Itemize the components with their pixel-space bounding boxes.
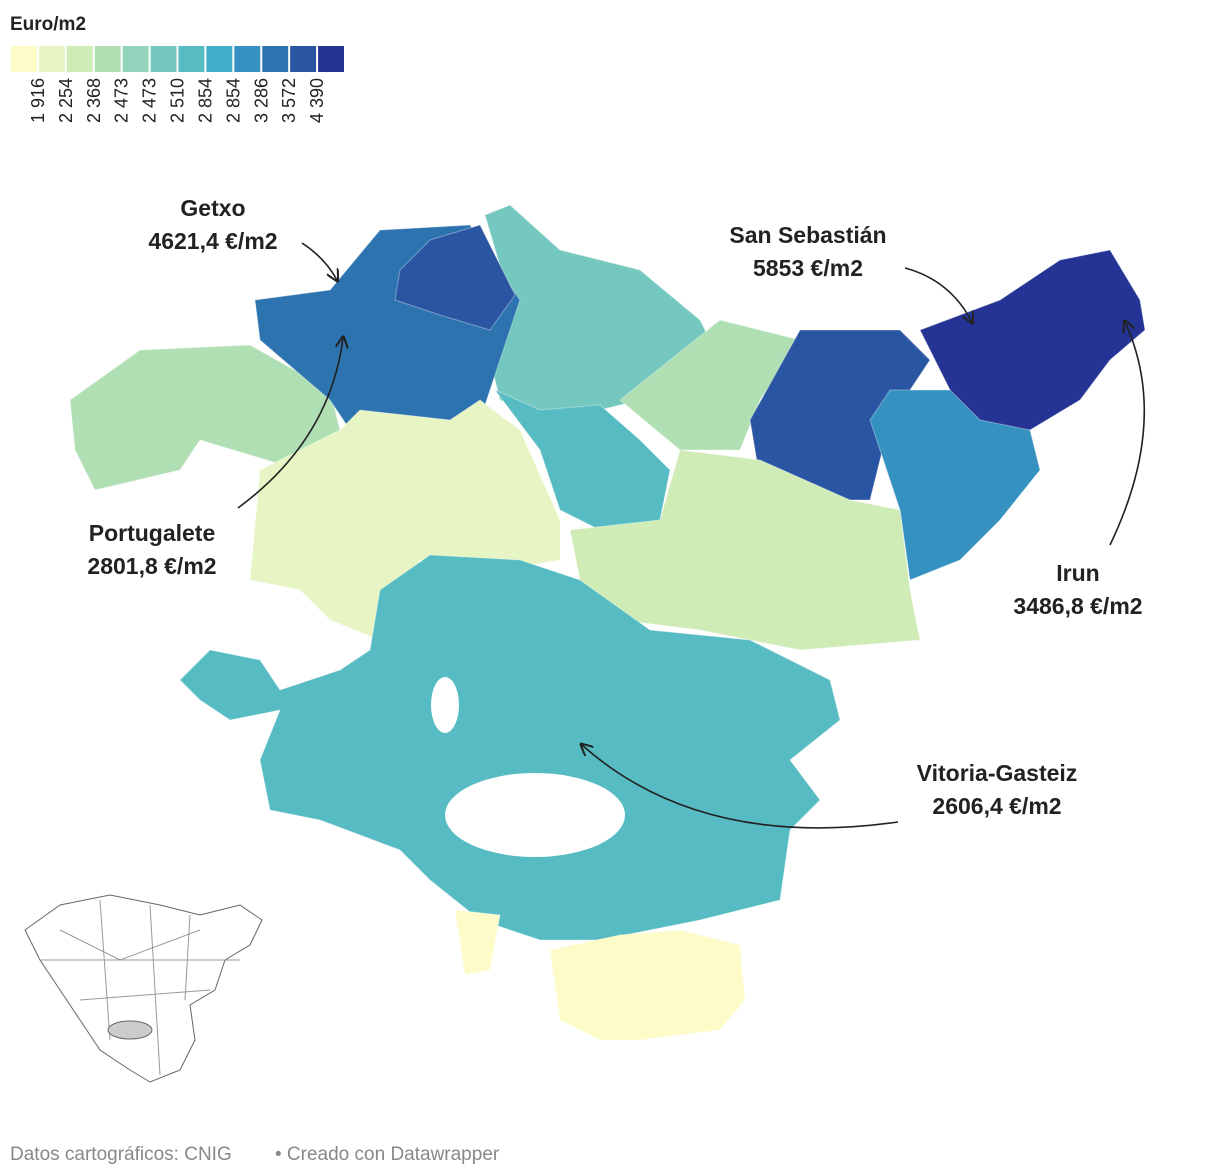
legend-swatch — [206, 46, 233, 72]
legend-label: 2 510 — [168, 78, 188, 123]
legend-swatch — [94, 46, 121, 72]
legend-label: 2 854 — [223, 78, 243, 123]
annotation-name: Vitoria-Gasteiz — [917, 760, 1078, 786]
legend-swatch — [290, 46, 317, 72]
inset-map — [24, 894, 263, 1083]
legend-label: 2 368 — [84, 78, 104, 123]
legend-swatch — [318, 46, 344, 72]
legend-swatch — [38, 46, 65, 72]
region — [454, 909, 501, 976]
legend-swatch — [178, 46, 205, 72]
legend-swatch — [262, 46, 289, 72]
annotation-name: Portugalete — [89, 520, 216, 546]
enclave — [431, 677, 459, 733]
annotation-arrow — [237, 338, 343, 509]
legend-label: 4 390 — [307, 78, 327, 123]
annotation-value: 2801,8 €/m2 — [87, 553, 216, 579]
annotation-value: 2606,4 €/m2 — [932, 793, 1061, 819]
annotation-value: 3486,8 €/m2 — [1013, 593, 1142, 619]
region — [394, 224, 516, 331]
legend-swatch — [122, 46, 149, 72]
legend-label: 1 916 — [28, 78, 48, 123]
legend-swatch — [11, 46, 37, 72]
region — [869, 389, 1041, 581]
legend-swatch — [234, 46, 261, 72]
footer-credit: • Creado con Datawrapper — [275, 1144, 500, 1165]
legend-label: 2 473 — [140, 78, 160, 123]
annotation-arrow — [582, 745, 899, 829]
annotation-name: San Sebastián — [729, 222, 886, 248]
legend-title: Euro/m2 — [10, 14, 86, 35]
legend: 1 916 2 254 2 368 2 473 2 473 2 510 2 854 2 854… — [11, 46, 344, 123]
region — [919, 249, 1146, 431]
region — [549, 929, 746, 1041]
annotation-arrow — [1109, 322, 1146, 546]
legend-swatch — [150, 46, 177, 72]
annotation-value: 4621,4 €/m2 — [148, 228, 277, 254]
legend-label: 2 254 — [56, 78, 76, 123]
legend-swatch — [66, 46, 93, 72]
legend-label: 2 854 — [195, 78, 215, 123]
annotation-value: 5853 €/m2 — [753, 255, 863, 281]
footer-source: Datos cartográficos: CNIG — [10, 1144, 232, 1165]
regions — [69, 204, 1146, 1041]
legend-label: 3 286 — [251, 78, 271, 123]
lake — [445, 773, 625, 857]
annotation-arrow — [301, 242, 337, 280]
annotation-name: Getxo — [180, 195, 245, 221]
legend-label: 3 572 — [279, 78, 299, 123]
region — [493, 388, 671, 531]
annotation-arrow — [904, 267, 972, 322]
region — [249, 399, 561, 641]
annotation-name: Irun — [1056, 560, 1099, 586]
legend-label: 2 473 — [112, 78, 132, 123]
